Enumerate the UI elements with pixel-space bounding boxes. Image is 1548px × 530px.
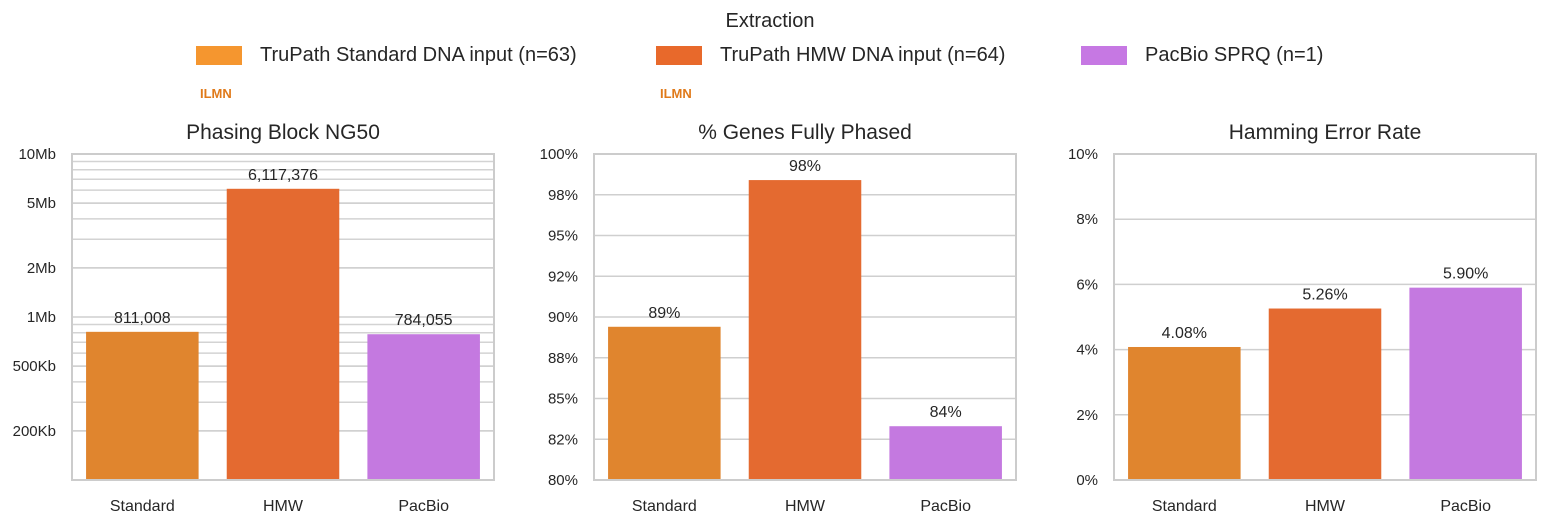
chart2-xtick-label: HMW — [785, 498, 826, 515]
legend-item-pacbio: PacBio SPRQ (n=1) — [1081, 44, 1323, 66]
legend-sub-standard: ILMN — [200, 86, 232, 101]
chart2-xtick-label: PacBio — [920, 498, 971, 515]
chart3-ytick-label: 4% — [1076, 342, 1098, 359]
chart1-data-label: 784,055 — [395, 312, 453, 329]
chart2-data-label: 98% — [789, 158, 821, 175]
chart2-ytick-label: 95% — [548, 228, 578, 245]
chart2-ytick-label: 100% — [540, 146, 578, 163]
chart3-xtick-label: Standard — [1152, 498, 1217, 515]
chart3-ytick-label: 8% — [1076, 211, 1098, 228]
chart3-data-label: 5.90% — [1443, 266, 1488, 283]
chart3-bar-standard — [1128, 346, 1241, 480]
chart1-data-label: 6,117,376 — [248, 167, 318, 184]
chart3-data-label: 5.26% — [1302, 287, 1347, 304]
chart3-ytick-label: 6% — [1076, 276, 1098, 293]
chart2-plot-frame — [593, 153, 1017, 481]
chart2-title: % Genes Fully Phased — [698, 121, 912, 144]
chart2-data-label: 89% — [648, 305, 680, 322]
chart2-ytick-label: 85% — [548, 391, 578, 408]
chart1-bar-standard — [86, 331, 199, 480]
chart3-plot-frame — [1113, 153, 1537, 481]
legend-label-standard: TruPath Standard DNA input (n=63) — [260, 43, 577, 66]
chart2-xtick-label: Standard — [632, 498, 697, 515]
legend: Extraction TruPath Standard DNA input (n… — [0, 0, 1548, 110]
chart3-ytick-label: 10% — [1068, 146, 1098, 163]
chart3-bar-hmw — [1268, 308, 1382, 480]
legend-item-standard: TruPath Standard DNA input (n=63) — [196, 44, 577, 66]
chart1-ytick-label: 10Mb — [18, 146, 56, 163]
chart1-ytick-label: 2Mb — [27, 260, 56, 277]
chart1-bar-hmw — [226, 188, 340, 481]
legend-item-hmw: TruPath HMW DNA input (n=64) — [656, 44, 1005, 66]
chart2-ytick-label: 92% — [548, 268, 578, 285]
legend-label-pacbio: PacBio SPRQ (n=1) — [1145, 43, 1324, 66]
chart1-ytick-label: 5Mb — [27, 195, 56, 212]
chart1-xtick-label: HMW — [263, 498, 304, 515]
chart1-ytick-label: 1Mb — [27, 309, 56, 326]
chart1-ytick-label: 500Kb — [13, 358, 56, 375]
chart3-xtick-label: PacBio — [1440, 498, 1491, 515]
legend-swatch-pacbio — [1081, 45, 1127, 65]
legend-label-hmw: TruPath HMW DNA input (n=64) — [720, 43, 1006, 66]
legend-swatch-hmw — [656, 45, 702, 65]
legend-title: Extraction — [725, 10, 815, 32]
chart3-data-label: 4.08% — [1162, 325, 1207, 342]
chart1-ytick-label: 200Kb — [13, 423, 56, 440]
chart1-data-label: 811,008 — [114, 310, 171, 327]
chart1-plot-frame — [71, 153, 495, 481]
chart1-xtick-label: PacBio — [398, 498, 449, 515]
chart2-bar-pacbio — [889, 426, 1002, 480]
chart1-title: Phasing Block NG50 — [186, 121, 380, 144]
chart1-bar-pacbio — [367, 334, 480, 480]
chart3-bar-pacbio — [1409, 287, 1522, 480]
chart2-ytick-label: 82% — [548, 431, 578, 448]
chart2-data-label: 84% — [930, 404, 962, 421]
chart2-ytick-label: 98% — [548, 187, 578, 204]
chart2-ytick-label: 88% — [548, 350, 578, 367]
chart3-xtick-label: HMW — [1305, 498, 1346, 515]
chart3-title: Hamming Error Rate — [1229, 121, 1422, 144]
chart2-ytick-label: 80% — [548, 472, 578, 489]
chart1-xtick-label: Standard — [110, 498, 175, 515]
legend-sub-hmw: ILMN — [660, 86, 692, 101]
chart2-ytick-label: 90% — [548, 309, 578, 326]
chart3-ytick-label: 2% — [1076, 407, 1098, 424]
legend-swatch-standard — [196, 45, 242, 65]
chart3-ytick-label: 0% — [1076, 472, 1098, 489]
chart2-bar-hmw — [748, 180, 862, 480]
chart2-bar-standard — [608, 326, 721, 480]
